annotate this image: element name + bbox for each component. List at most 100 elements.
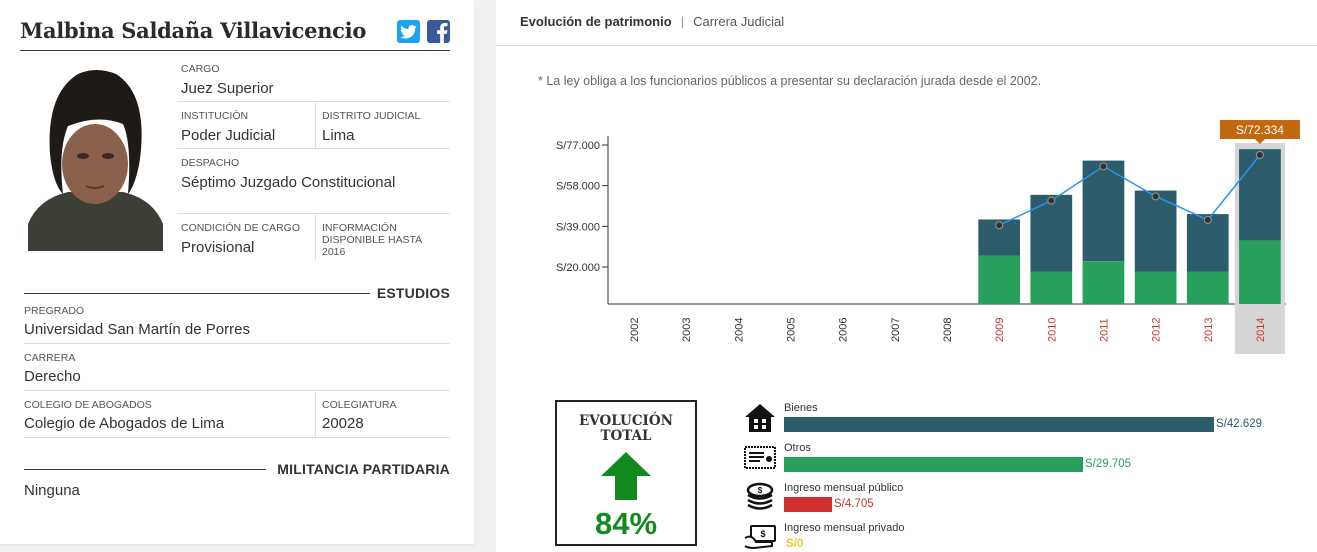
divider [315, 103, 316, 148]
divider [24, 437, 450, 438]
cargo-label: CARGO [181, 63, 220, 75]
bar-otros [1186, 271, 1229, 304]
distrito-field: DISTRITO JUDICIAL Lima [322, 110, 420, 144]
institucion-field: INSTITUCIÓN Poder Judicial [181, 110, 275, 144]
bar-otros [978, 255, 1021, 304]
colegio-field: COLEGIO DE ABOGADOS Colegio de Abogados … [24, 399, 224, 432]
name-divider [20, 50, 450, 51]
x-tick-label: 2002 [629, 318, 641, 342]
y-tick-label: S/39.000 [556, 221, 600, 233]
x-tick-label: 2011 [1098, 318, 1110, 342]
estudios-title: ESTUDIOS [376, 285, 450, 301]
tab-carrera-judicial[interactable]: Carrera Judicial [693, 14, 785, 29]
breakdown-value: S/0 [786, 538, 804, 550]
divider [177, 148, 450, 149]
carrera-field: CARRERA Derecho [24, 352, 81, 385]
tooltip-arrow [1254, 139, 1265, 144]
colegio-value: Colegio de Abogados de Lima [24, 415, 225, 432]
svg-text:$: $ [760, 529, 765, 539]
x-tick-label: 2007 [890, 318, 902, 342]
evolucion-percent: 84% [594, 506, 658, 541]
cargo-value: Juez Superior [181, 80, 274, 97]
distrito-value: Lima [322, 127, 355, 144]
bar-bienes [1082, 160, 1125, 262]
carrera-label: CARRERA [24, 352, 76, 364]
data-point [1203, 215, 1212, 224]
data-point [1047, 196, 1056, 205]
divider [177, 101, 450, 102]
x-tick-label: 2012 [1151, 318, 1163, 342]
breakdown-bar [784, 457, 1083, 472]
info-label-2: DISPONIBLE HASTA [322, 234, 423, 246]
y-tick-label: S/20.000 [556, 262, 600, 274]
profile-name: Malbina Saldaña Villavicencio [20, 18, 367, 43]
x-tick-label: 2006 [838, 318, 850, 342]
certificate-icon [744, 442, 776, 474]
tooltip-box [1219, 120, 1300, 139]
colegiatura-label: COLEGIATURA [322, 399, 397, 411]
x-tick-label: 2003 [681, 318, 693, 342]
despacho-label: DESPACHO [181, 157, 240, 169]
colegiatura-value: 20028 [322, 415, 364, 432]
cash-icon: $ [744, 522, 776, 552]
bar-otros [1030, 271, 1073, 304]
breakdown-label: Ingreso mensual privado [784, 522, 905, 534]
breakdown-label: Bienes [784, 402, 818, 414]
profile-card: Malbina Saldaña Villavicencio CARGO Juez… [0, 0, 474, 544]
x-tick-label: 2004 [733, 318, 745, 342]
data-point [1099, 162, 1108, 171]
institucion-value: Poder Judicial [181, 127, 276, 144]
militancia-rule [24, 469, 266, 470]
militancia-title: MILITANCIA PARTIDARIA [277, 461, 450, 477]
arrow-up-icon [601, 452, 651, 500]
y-tick-label: S/77.000 [556, 140, 600, 152]
house-icon [744, 402, 776, 434]
data-point [995, 221, 1004, 230]
facebook-icon[interactable] [427, 20, 450, 43]
bar-otros [1134, 271, 1177, 304]
x-tick-label: 2009 [994, 318, 1006, 342]
divider [24, 390, 450, 391]
tab-evolucion-patrimonio[interactable]: Evolución de patrimonio [520, 14, 672, 29]
bar-otros [1082, 261, 1125, 304]
colegio-label: COLEGIO DE ABOGADOS [24, 399, 152, 411]
patrimonio-panel: Evolución de patrimonio | Carrera Judicial… [496, 0, 1317, 552]
x-tick-label: 2008 [942, 318, 954, 342]
condicion-field: CONDICIÓN DE CARGO Provisional [181, 222, 300, 256]
tab-separator: | [680, 14, 685, 29]
breakdown-bar [784, 497, 832, 512]
breakdown-value: S/29.705 [1085, 458, 1132, 470]
breakdown-bar [784, 417, 1214, 432]
twitter-icon[interactable] [397, 20, 420, 43]
breakdown-value: S/42.629 [1216, 418, 1263, 430]
distrito-label: DISTRITO JUDICIAL [322, 110, 421, 122]
y-tick-label: S/58.000 [556, 181, 600, 193]
colegiatura-field: COLEGIATURA 20028 [322, 399, 396, 432]
divider [177, 213, 450, 214]
data-point [1151, 192, 1160, 201]
breakdown-value: S/4.705 [834, 498, 874, 510]
divider [315, 215, 316, 260]
legal-note: * La ley obliga a los funcionarios públi… [538, 74, 1042, 88]
evolucion-title-1: EVOLUCIÓN [579, 413, 673, 429]
x-tick-label: 2014 [1255, 318, 1267, 342]
despacho-value: Séptimo Juzgado Constitucional [181, 174, 396, 191]
pregrado-value: Universidad San Martín de Porres [24, 321, 250, 338]
bar-bienes [1239, 149, 1281, 241]
militancia-value: Ninguna [24, 482, 80, 499]
info-label-1: INFORMACIÓN [322, 222, 397, 234]
pregrado-field: PREGRADO Universidad San Martín de Porre… [24, 305, 250, 338]
profile-photo [28, 64, 163, 251]
total-line [998, 154, 1261, 226]
coins-icon: $ [744, 482, 776, 514]
tab-bar: Evolución de patrimonio | Carrera Judicial [520, 14, 784, 29]
info-year: 2016 [322, 246, 346, 258]
bar-bienes [1134, 190, 1177, 272]
despacho-field: DESPACHO Séptimo Juzgado Constitucional [181, 157, 395, 191]
carrera-value: Derecho [24, 368, 81, 385]
estudios-rule [24, 293, 370, 294]
divider [24, 343, 450, 344]
x-tick-label: 2013 [1203, 318, 1215, 342]
institucion-label: INSTITUCIÓN [181, 110, 249, 122]
x-tick-label: 2005 [786, 318, 798, 342]
